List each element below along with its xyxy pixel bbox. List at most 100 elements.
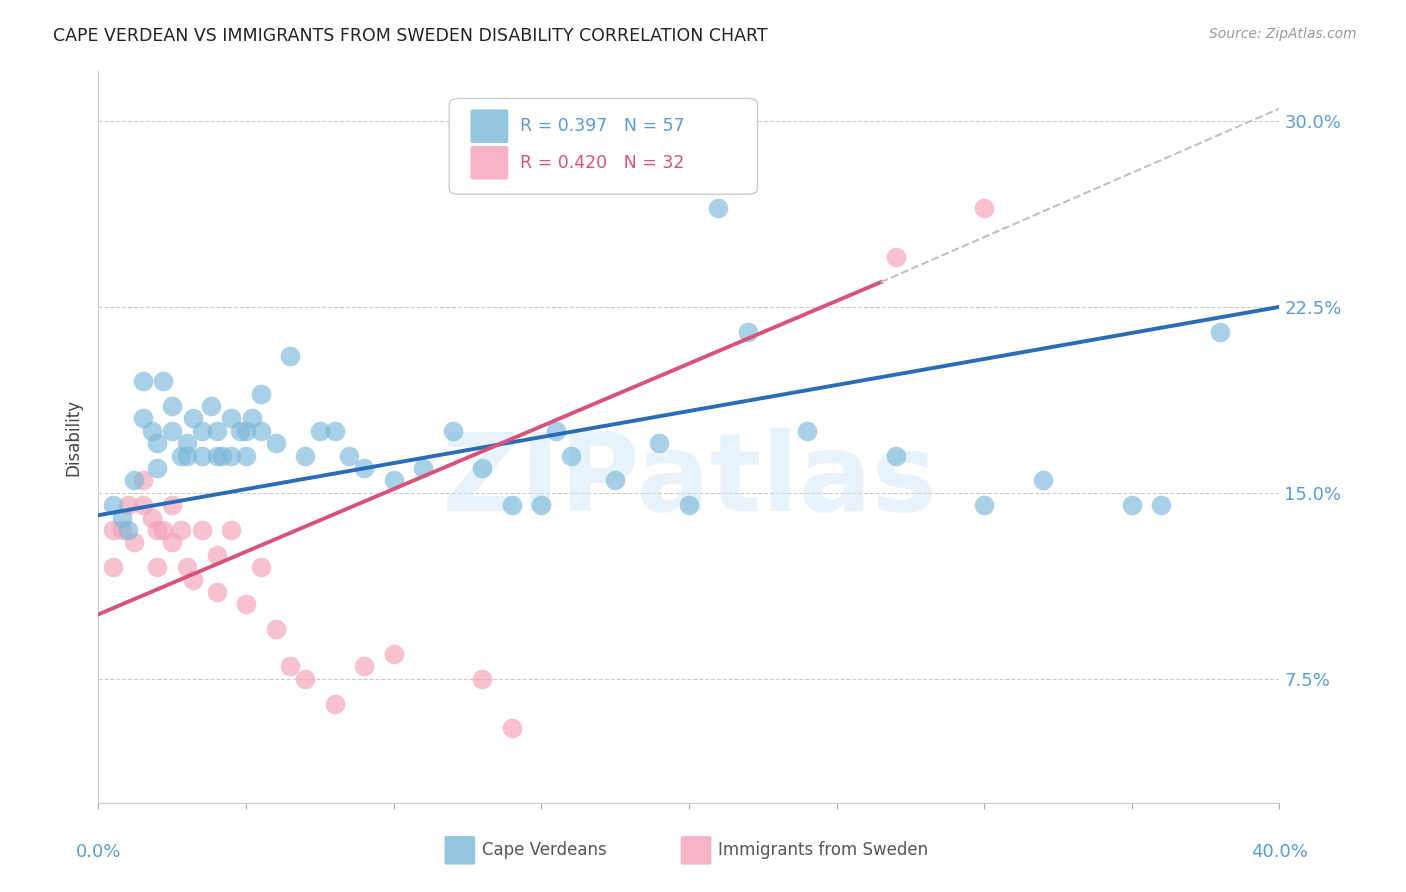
Point: [221, 449, 243, 463]
Point: [211, 449, 233, 463]
Point: [339, 449, 361, 463]
Point: [309, 424, 332, 438]
Point: [205, 548, 228, 562]
Point: [162, 498, 183, 512]
Point: [264, 622, 287, 636]
Point: [323, 424, 346, 438]
Point: [737, 325, 759, 339]
Point: [382, 474, 405, 488]
Point: [235, 598, 257, 612]
Point: [205, 424, 228, 438]
Point: [235, 449, 257, 463]
Point: [205, 449, 228, 463]
Point: [648, 436, 671, 450]
Point: [1209, 325, 1232, 339]
Point: [1150, 498, 1173, 512]
Point: [294, 449, 316, 463]
Text: R = 0.397   N = 57: R = 0.397 N = 57: [520, 117, 685, 136]
Point: [132, 498, 155, 512]
Point: [176, 560, 198, 574]
Point: [146, 560, 169, 574]
Point: [146, 461, 169, 475]
Point: [103, 498, 125, 512]
Point: [1121, 498, 1143, 512]
Point: [191, 523, 214, 537]
Point: [103, 523, 125, 537]
Text: 40.0%: 40.0%: [1251, 843, 1308, 861]
Point: [323, 697, 346, 711]
Y-axis label: Disability: Disability: [65, 399, 83, 475]
Point: [796, 424, 818, 438]
Point: [191, 424, 214, 438]
Point: [235, 424, 257, 438]
Point: [250, 424, 273, 438]
Text: CAPE VERDEAN VS IMMIGRANTS FROM SWEDEN DISABILITY CORRELATION CHART: CAPE VERDEAN VS IMMIGRANTS FROM SWEDEN D…: [53, 27, 768, 45]
Point: [170, 449, 193, 463]
Point: [221, 411, 243, 425]
Point: [162, 535, 183, 549]
Text: ZIPatlas: ZIPatlas: [441, 428, 936, 534]
Point: [111, 523, 134, 537]
Point: [170, 523, 193, 537]
Point: [412, 461, 434, 475]
Point: [146, 436, 169, 450]
Point: [176, 436, 198, 450]
Point: [132, 374, 155, 388]
Text: Source: ZipAtlas.com: Source: ZipAtlas.com: [1209, 27, 1357, 41]
Point: [471, 461, 494, 475]
Point: [181, 411, 204, 425]
Point: [141, 424, 163, 438]
Point: [240, 411, 263, 425]
Point: [501, 722, 523, 736]
Point: [678, 498, 700, 512]
Point: [181, 573, 204, 587]
Point: [191, 449, 214, 463]
Point: [117, 523, 139, 537]
FancyBboxPatch shape: [471, 110, 508, 143]
Point: [132, 474, 155, 488]
Point: [200, 399, 222, 413]
Point: [546, 424, 568, 438]
Point: [221, 523, 243, 537]
Point: [884, 250, 907, 264]
Text: R = 0.420   N = 32: R = 0.420 N = 32: [520, 153, 685, 172]
Point: [382, 647, 405, 661]
Point: [117, 498, 139, 512]
Point: [103, 560, 125, 574]
Point: [605, 474, 627, 488]
Point: [1032, 474, 1054, 488]
Point: [973, 201, 995, 215]
Text: Immigrants from Sweden: Immigrants from Sweden: [718, 841, 928, 859]
FancyBboxPatch shape: [449, 98, 758, 194]
Point: [294, 672, 316, 686]
Point: [560, 449, 582, 463]
Point: [205, 585, 228, 599]
Point: [250, 560, 273, 574]
FancyBboxPatch shape: [471, 146, 508, 179]
Point: [162, 424, 183, 438]
FancyBboxPatch shape: [444, 836, 475, 864]
Point: [884, 449, 907, 463]
Point: [132, 411, 155, 425]
Point: [250, 386, 273, 401]
Point: [530, 498, 553, 512]
FancyBboxPatch shape: [681, 836, 711, 864]
Point: [501, 498, 523, 512]
Point: [141, 510, 163, 524]
Point: [707, 201, 730, 215]
Point: [229, 424, 252, 438]
Point: [176, 449, 198, 463]
Point: [353, 461, 375, 475]
Point: [280, 350, 302, 364]
Point: [280, 659, 302, 673]
Point: [973, 498, 995, 512]
Point: [353, 659, 375, 673]
Point: [111, 510, 134, 524]
Point: [152, 523, 174, 537]
Point: [122, 474, 145, 488]
Point: [162, 399, 183, 413]
Point: [471, 672, 494, 686]
Point: [264, 436, 287, 450]
Point: [146, 523, 169, 537]
Text: Cape Verdeans: Cape Verdeans: [482, 841, 607, 859]
